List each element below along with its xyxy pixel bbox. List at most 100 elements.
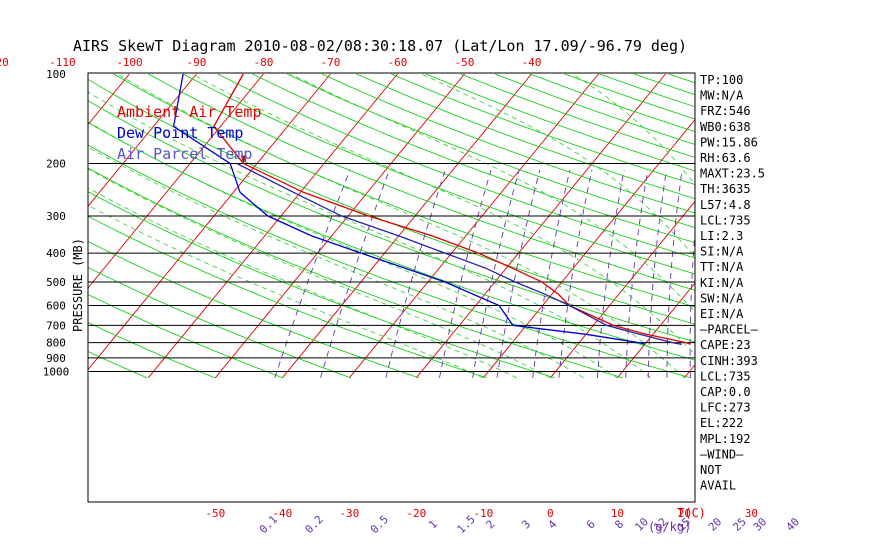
mixing-ratio-tick-label: 1 [426, 518, 440, 532]
stat-item: FRZ:546 [700, 104, 751, 118]
top-temp-tick-label: -80 [254, 56, 274, 69]
mixing-ratio-unit: (g/kg) [648, 520, 691, 534]
pressure-tick-label: 100 [46, 68, 66, 81]
bottom-temp-tick-label: -40 [272, 507, 292, 520]
dry-adiabat-line [88, 167, 623, 379]
stat-item: MW:N/A [700, 89, 744, 103]
stat-item: MPL:192 [700, 432, 751, 446]
legend: Ambient Air Temp Dew Point Temp Air Parcel… [117, 103, 262, 163]
mixing-ratio-line [596, 169, 625, 378]
pressure-tick-label: 600 [46, 300, 66, 313]
isotherm-line [616, 282, 695, 379]
moist-adiabat-line [88, 168, 551, 379]
stat-item: SW:N/A [700, 291, 744, 305]
bottom-temp-tick-label: 10 [611, 507, 624, 520]
dry-adiabat-line [182, 73, 695, 275]
moist-adiabat-line [117, 73, 685, 379]
mixing-ratio-line [647, 169, 667, 378]
stat-item: WB0:638 [700, 120, 751, 134]
stat-item: TP:100 [700, 73, 743, 87]
isotherm-line [415, 73, 666, 379]
dry-adiabat-line [0, 74, 79, 378]
chart-title: AIRS SkewT Diagram 2010-08-02/08:30:18.0… [73, 37, 687, 55]
isotherm-line [281, 73, 532, 379]
bottom-temp-tick-label: 0 [547, 507, 554, 520]
series-line-dew-point-temp [172, 73, 645, 345]
dry-adiabat-line [668, 73, 695, 84]
dry-adiabat-line [88, 294, 284, 379]
y-axis-label: PRESSURE (MB) [71, 238, 85, 332]
dry-adiabat-line [425, 73, 695, 172]
isotherm-line [88, 73, 197, 207]
series-line-air-parcel-temp [236, 163, 682, 345]
bottom-temp-tick-label: -30 [339, 507, 359, 520]
dry-adiabat-line [773, 74, 870, 378]
dry-adiabat-line [88, 144, 691, 379]
bottom-temp-tick-label: 20 [678, 507, 691, 520]
dry-adiabat-line [88, 78, 695, 325]
dry-adiabat-line [148, 73, 695, 291]
top-temp-tick-label: -100 [116, 56, 143, 69]
dry-adiabat-line [113, 73, 695, 308]
mixing-ratio-line [666, 169, 683, 378]
series-line-ambient-air-temp [213, 73, 691, 345]
stat-item: RH:63.6 [700, 151, 751, 165]
mixing-ratio-line [385, 169, 446, 378]
pressure-tick-label: 300 [46, 210, 66, 223]
plot-frame [87, 72, 696, 503]
dry-adiabat-line [252, 73, 695, 244]
mixing-ratio-tick-label: 6 [584, 518, 598, 532]
pressure-tick-label: 400 [46, 247, 66, 260]
dry-adiabat-line [217, 73, 695, 259]
bottom-temp-tick-label: 30 [745, 507, 758, 520]
stat-item: LFC:273 [700, 401, 751, 415]
pressure-tick-label: 700 [46, 319, 66, 332]
bottom-axis-unit: T(C) [677, 506, 706, 520]
isotherm-line [818, 74, 870, 378]
stat-item: TH:3635 [700, 182, 751, 196]
mixing-ratio-line [496, 169, 541, 378]
stat-item: NOT [700, 463, 722, 477]
moist-adiabat-line [88, 91, 652, 379]
bottom-temp-tick-label: -20 [406, 507, 426, 520]
mixing-ratio-line [625, 169, 649, 378]
stat-item: CINH:393 [700, 354, 758, 368]
dry-adiabat-line [807, 74, 870, 378]
dry-adiabat-line [356, 73, 695, 200]
pressure-tick-label: 900 [46, 352, 66, 365]
stat-item: LCL:735 [700, 369, 751, 383]
stat-item: LCL:735 [700, 213, 751, 227]
dry-adiabat-line [0, 74, 11, 378]
pressure-tick-label: 800 [46, 337, 66, 350]
top-temp-tick-label: -50 [455, 56, 475, 69]
dry-adiabat-line [460, 73, 695, 158]
stat-item: TT:N/A [700, 260, 744, 274]
legend-entry: Air Parcel Temp [117, 145, 252, 163]
mixing-ratio-line [558, 169, 593, 378]
dry-adiabat-line [88, 122, 695, 361]
mixing-ratio-line [761, 170, 766, 378]
stat-item: MAXT:23.5 [700, 167, 765, 181]
dry-adiabat-line [88, 191, 555, 379]
top-temp-tick-label: -40 [522, 56, 542, 69]
bottom-temp-tick-label: -10 [473, 507, 493, 520]
isotherm-line [88, 73, 331, 371]
dry-adiabat-line [88, 215, 487, 379]
top-temp-tick-label: -120 [0, 56, 9, 69]
top-temp-tick-label: -70 [321, 56, 341, 69]
mixing-ratio-tick-label: 0.5 [368, 513, 391, 536]
mixing-ratio-line [532, 169, 571, 378]
mixing-ratio-tick-label: 20 [706, 515, 725, 534]
top-temp-tick-label: -60 [388, 56, 408, 69]
stat-item: —WIND— [700, 447, 744, 461]
dry-adiabat-line [88, 267, 351, 379]
dry-adiabat-line [321, 73, 695, 214]
stat-item: PW:15.86 [700, 135, 758, 149]
top-temp-tick-label: -110 [49, 56, 76, 69]
mixing-ratio-tick-label: 40 [784, 515, 803, 534]
pressure-tick-label: 200 [46, 158, 66, 171]
isotherm-line [147, 73, 398, 379]
dry-adiabat-line [842, 74, 870, 378]
mixing-ratio-line [472, 169, 520, 378]
stat-item: SI:N/A [700, 245, 744, 259]
